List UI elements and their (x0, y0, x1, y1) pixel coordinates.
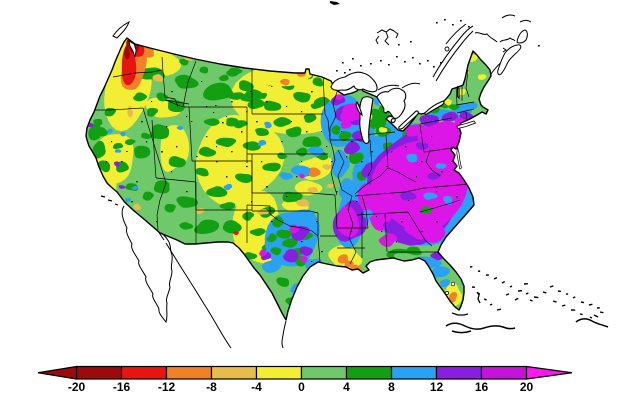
svg-text:12: 12 (430, 380, 444, 394)
svg-text:-8: -8 (206, 380, 217, 394)
svg-text:-12: -12 (158, 380, 176, 394)
svg-text:4: 4 (343, 380, 350, 394)
svg-text:8: 8 (388, 380, 395, 394)
svg-text:-20: -20 (68, 380, 86, 394)
svg-text:16: 16 (475, 380, 489, 394)
svg-text:0: 0 (298, 380, 305, 394)
svg-text:20: 20 (520, 380, 534, 394)
svg-text:-4: -4 (251, 380, 262, 394)
svg-text:-16: -16 (113, 380, 131, 394)
